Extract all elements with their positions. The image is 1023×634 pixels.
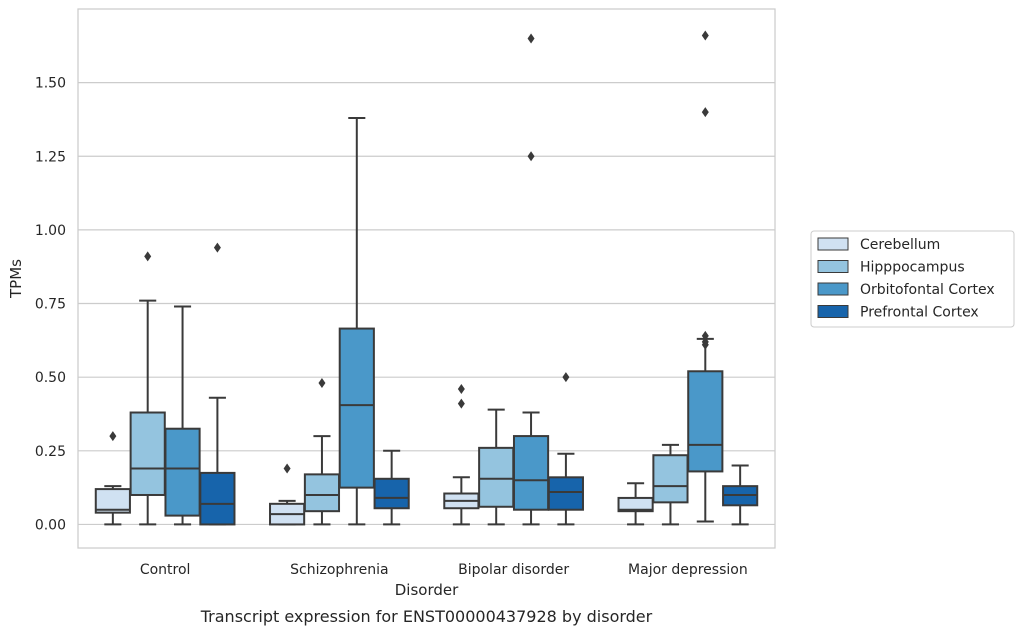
x-tick-label: Control	[140, 562, 191, 578]
box-1-2	[338, 116, 375, 526]
box-0-2	[164, 305, 201, 526]
box-3-2	[687, 30, 724, 523]
box-2-2	[512, 33, 550, 526]
outlier-point	[283, 463, 291, 474]
x-tick-label: Schizophrenia	[290, 562, 388, 578]
legend: Cerebellum Hipppocampus Orbitofontal Corte…	[810, 230, 1015, 328]
box-1-0	[269, 463, 306, 526]
legend-label: Orbitofontal Cortex	[860, 282, 995, 298]
x-tick-label: Bipolar disorder	[458, 562, 569, 578]
box-iqr	[338, 327, 375, 489]
box-3-0	[617, 482, 654, 526]
outlier-point	[701, 107, 709, 118]
box-0-0	[94, 431, 131, 526]
box-iqr	[547, 476, 584, 511]
legend-swatch	[817, 305, 849, 318]
outlier-point	[527, 151, 535, 162]
box-layer	[94, 30, 759, 526]
box-1-1	[303, 378, 341, 526]
outlier-point	[109, 431, 117, 442]
box-iqr	[199, 471, 236, 526]
box-iqr	[303, 473, 341, 513]
box-iqr	[687, 370, 724, 473]
x-tick-labels: Control Schizophrenia Bipolar disorder Majo…	[140, 562, 748, 578]
y-tick-label: 1.50	[35, 76, 66, 92]
legend-swatch	[817, 237, 849, 251]
box-2-1	[478, 408, 515, 526]
outlier-point	[457, 383, 465, 394]
y-tick-label: 1.00	[35, 223, 66, 239]
box-iqr	[617, 496, 654, 513]
plot-frame	[77, 8, 776, 549]
outlier-point	[144, 251, 152, 262]
outlier-point	[527, 33, 535, 44]
outlier-point	[318, 378, 326, 389]
box-iqr	[373, 477, 410, 510]
outlier-point	[701, 330, 709, 341]
chart-caption: Transcript expression for ENST0000043792…	[200, 607, 653, 626]
y-tick-label: 1.25	[35, 149, 66, 165]
y-tick-labels: 0.00 0.25 0.50 0.75 1.00 1.25 1.50	[35, 76, 66, 534]
box-iqr	[478, 446, 515, 508]
box-2-0	[443, 383, 480, 526]
legend-label: Prefrontal Cortex	[860, 305, 979, 321]
box-iqr	[129, 411, 166, 496]
outlier-point	[213, 242, 221, 253]
legend-label: Hipppocampus	[860, 260, 965, 276]
y-tick-label: 0.25	[35, 444, 66, 460]
box-3-3	[722, 464, 759, 526]
box-3-1	[652, 443, 689, 526]
legend-frame	[810, 230, 1015, 328]
y-axis-title: TPMs	[7, 259, 25, 299]
outlier-point	[701, 336, 709, 347]
box-0-3	[199, 242, 236, 526]
x-tick-label: Major depression	[628, 562, 748, 578]
box-iqr	[652, 454, 689, 504]
box-iqr	[164, 427, 201, 517]
y-tick-label: 0.00	[35, 517, 66, 533]
box-2-3	[547, 372, 584, 526]
outlier-point	[457, 398, 465, 409]
y-tick-label: 0.75	[35, 297, 66, 313]
legend-swatch	[817, 282, 849, 296]
y-tick-label: 0.50	[35, 370, 66, 386]
outlier-point	[701, 30, 709, 41]
outlier-point	[562, 372, 570, 383]
legend-swatch	[817, 260, 849, 273]
box-1-3	[373, 449, 410, 526]
box-0-1	[129, 251, 166, 526]
box-iqr	[94, 488, 131, 514]
legend-label: Cerebellum	[860, 237, 940, 253]
x-axis-title: Disorder	[395, 581, 459, 599]
box-iqr	[512, 435, 550, 511]
